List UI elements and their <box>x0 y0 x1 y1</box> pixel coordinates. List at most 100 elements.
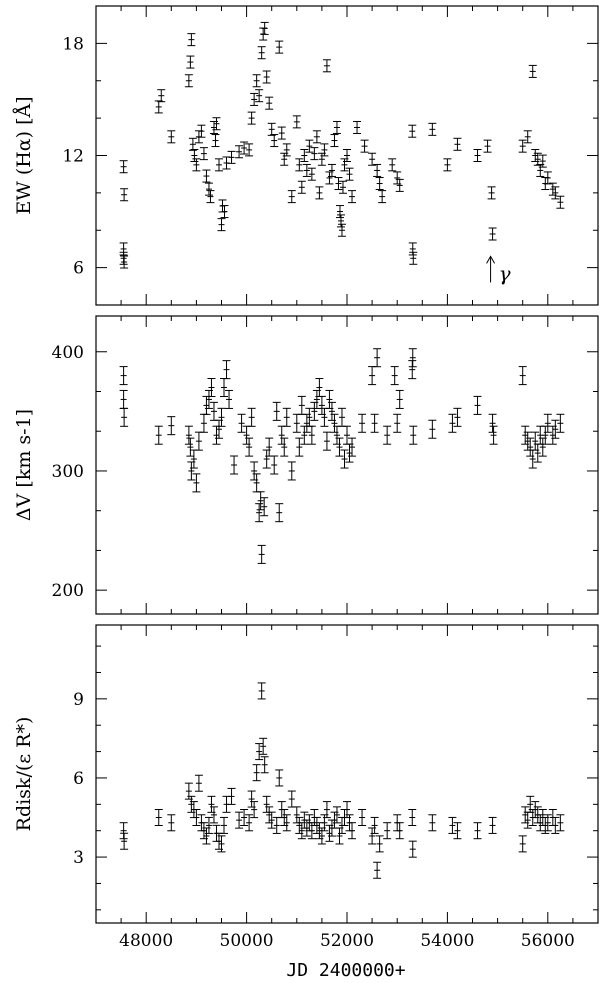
data-point <box>518 139 527 153</box>
data-point <box>255 503 264 523</box>
data-point <box>368 366 377 386</box>
data-point <box>257 544 266 564</box>
data-point <box>322 59 331 73</box>
data-point <box>190 149 199 162</box>
data-point <box>204 182 213 196</box>
data-point <box>320 407 329 427</box>
data-point <box>245 437 254 457</box>
data-point <box>327 401 336 421</box>
data-point <box>487 186 496 200</box>
data-point <box>373 348 382 368</box>
data-point <box>297 395 306 415</box>
data-point <box>186 55 195 69</box>
data-point <box>192 158 201 172</box>
data-point <box>408 360 417 380</box>
data-point <box>270 455 279 475</box>
data-point <box>332 806 341 824</box>
data-point <box>340 449 349 469</box>
data-point <box>428 122 437 136</box>
data-point <box>120 255 129 269</box>
data-point <box>217 407 226 427</box>
data-point <box>154 100 163 114</box>
data-point <box>330 134 339 148</box>
data-point <box>551 816 560 834</box>
data-point <box>209 806 218 824</box>
data-point <box>199 147 208 161</box>
data-point <box>358 413 367 433</box>
data-point <box>408 348 417 368</box>
data-point <box>390 366 399 386</box>
data-point <box>255 89 264 103</box>
data-point <box>408 242 417 256</box>
data-point <box>267 811 276 829</box>
data-point <box>197 124 206 138</box>
data-point <box>199 413 208 433</box>
data-point <box>348 822 357 840</box>
data-point <box>154 425 163 445</box>
data-point <box>307 167 316 181</box>
data-point <box>310 147 319 161</box>
data-point <box>250 801 259 819</box>
data-point <box>302 163 311 177</box>
data-point <box>395 822 404 840</box>
data-point <box>334 177 343 191</box>
y-tick-label: 9 <box>73 690 84 710</box>
data-point <box>272 816 281 834</box>
data-point <box>262 70 271 84</box>
data-point <box>202 169 211 183</box>
data-point <box>368 152 377 166</box>
annotation-label: γ <box>499 261 511 285</box>
data-point <box>543 171 552 185</box>
data-point <box>295 158 304 172</box>
x-tick-label: 52000 <box>320 931 374 951</box>
data-point <box>335 827 344 845</box>
data-point <box>393 413 402 433</box>
ew-halpha-panel: 6 12 18 EW (Hα) [Å] γ <box>13 5 599 306</box>
rdisk-panel: 48000 50000 52000 54000 56000 3 6 9 Rdisk/(ε R*) <box>13 624 599 951</box>
data-point <box>237 413 246 433</box>
data-point <box>186 437 195 457</box>
data-point <box>259 737 268 755</box>
data-point <box>245 814 254 832</box>
data-point <box>348 190 357 204</box>
data-point <box>220 205 229 219</box>
data-point <box>543 413 552 433</box>
data-point <box>305 139 314 153</box>
data-point <box>255 743 264 761</box>
data-point <box>217 835 226 853</box>
data-point <box>247 790 256 808</box>
data-point <box>247 111 256 125</box>
data-point <box>275 769 284 787</box>
data-point <box>322 801 331 819</box>
y-tick-label: 300 <box>52 462 84 482</box>
data-point <box>188 137 197 151</box>
data-point <box>428 419 437 439</box>
data-point <box>214 158 223 172</box>
data-point <box>408 809 417 827</box>
data-point <box>393 171 402 185</box>
data-point <box>120 188 129 202</box>
data-point <box>295 437 304 457</box>
data-point <box>383 425 392 445</box>
data-point <box>473 395 482 415</box>
data-point <box>184 425 193 445</box>
data-point <box>192 809 201 827</box>
data-point <box>167 130 176 144</box>
data-point <box>270 134 279 148</box>
data-point <box>247 407 256 427</box>
data-point <box>337 407 346 427</box>
data-point <box>194 774 203 792</box>
data-point <box>119 366 128 386</box>
data-point <box>360 139 369 153</box>
data-point <box>230 455 239 475</box>
data-point <box>543 814 552 832</box>
data-point <box>336 214 345 228</box>
x-tick-label: 56000 <box>521 931 575 951</box>
data-point <box>167 416 176 436</box>
data-point <box>287 461 296 481</box>
data-point <box>260 756 269 774</box>
data-point <box>528 64 537 78</box>
data-point <box>262 795 271 813</box>
data-point <box>267 122 276 136</box>
x-axis-title: JD 2400000+ <box>286 960 405 981</box>
